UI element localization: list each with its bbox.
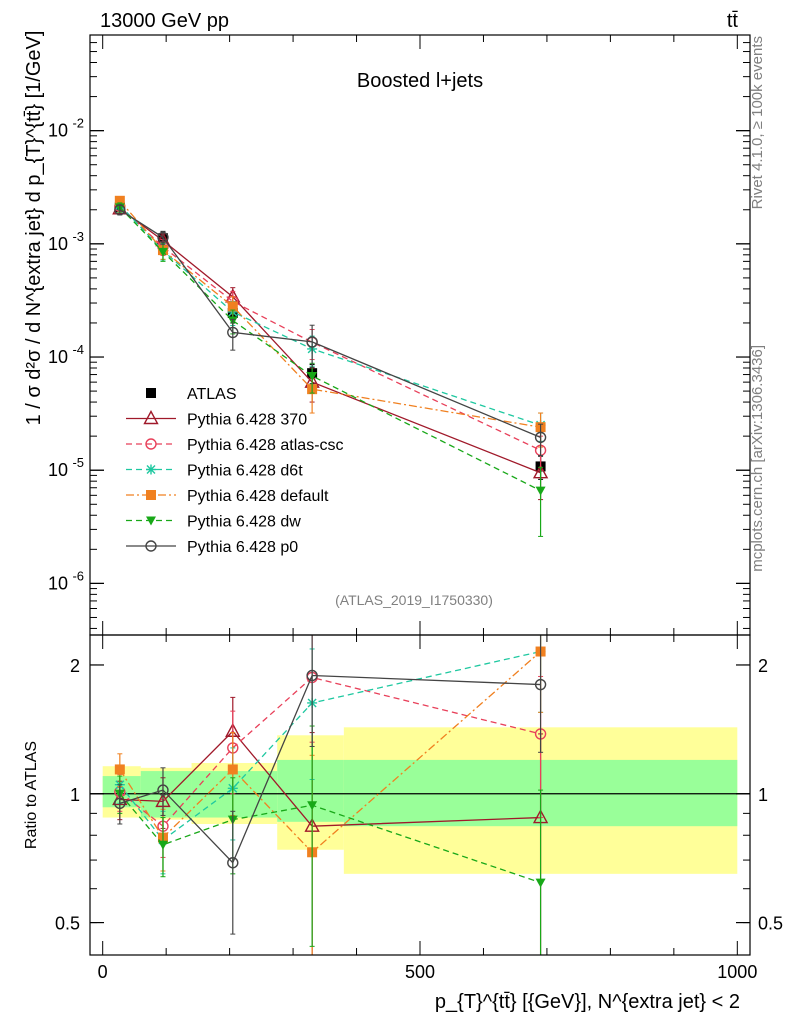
data-point [534, 678, 547, 691]
x-axis-label: p_{T}^{tt̄} [{GeV}], N^{extra jet} < 2 [435, 991, 740, 1013]
data-point [114, 764, 125, 775]
series-pythia-6-428-default [114, 195, 546, 448]
y-tick-label-right: 1 [758, 785, 768, 805]
data-point [307, 801, 318, 811]
legend-marker [146, 516, 156, 526]
series-line [119, 206, 541, 492]
y-tick-label: 10 [48, 121, 68, 141]
legend-label: Pythia 6.428 p0 [187, 539, 298, 556]
main-panel: 10 -6 10 -5 10 -4 10 -3 10 -2 Boosted l+jets (ATL… [23, 31, 751, 636]
energy-label: 13000 GeV pp [100, 10, 229, 32]
rivet-label: Rivet 4.1.0, ≥ 100k events [749, 36, 766, 209]
series-line [119, 650, 541, 841]
data-point [227, 326, 239, 339]
y-tick-label-right: 2 [758, 656, 768, 676]
ratio-bands [102, 727, 738, 874]
x-tick-label: 1000 [717, 962, 757, 982]
series-pythia-6-428-370 [112, 200, 549, 501]
ratio-x-ticks: 0 500 1000 [98, 635, 757, 982]
series-line [119, 205, 541, 451]
legend-label: Pythia 6.428 default [187, 488, 329, 505]
series-pythia-6-428-dw [114, 202, 546, 537]
legend-entry: ATLAS [146, 386, 237, 403]
series-line [119, 676, 541, 828]
y-tick-label: 1 [70, 785, 80, 805]
y-tick-exponent: -5 [72, 455, 84, 470]
ratio-data-layer [112, 634, 549, 956]
data-point [306, 336, 318, 348]
data-point [306, 669, 318, 682]
data-point [157, 231, 169, 244]
data-point [227, 764, 238, 775]
process-label: tt̄ [727, 10, 739, 32]
y-tick-exponent: -4 [72, 342, 84, 357]
mcplots-label: mcplots.cern.ch [arXiv:1306.3436] [749, 345, 766, 572]
data-point [157, 784, 169, 796]
data-point [535, 878, 546, 888]
legend-marker [143, 410, 159, 425]
uncertainty-band-inner [277, 759, 344, 822]
y-tick-exponent: -2 [72, 116, 84, 131]
legend-entry: Pythia 6.428 370 [126, 410, 307, 429]
legend-label: ATLAS [187, 386, 237, 403]
y-tick-label: 0.5 [55, 914, 80, 934]
legend-label: Pythia 6.428 dw [187, 514, 301, 531]
legend-marker [145, 540, 157, 552]
main-data-layer [112, 195, 549, 537]
main-y-ticks: 10 -6 10 -5 10 -4 10 -3 10 -2 [48, 34, 750, 629]
legend: ATLAS Pythia 6.428 370 Pythia 6.428 atlas-… [126, 386, 344, 556]
y-tick-exponent: -3 [72, 229, 84, 244]
x-tick-label: 500 [405, 962, 435, 982]
data-point [114, 195, 125, 206]
y-tick-label: 10 [48, 234, 68, 254]
main-y-axis-label: 1 / σ d²σ / d N^{extra jet} d p_{T}^{tt̄… [23, 31, 45, 426]
analysis-watermark: (ATLAS_2019_I1750330) [335, 592, 493, 608]
legend-entry: Pythia 6.428 p0 [126, 539, 298, 556]
data-point [307, 371, 318, 381]
legend-entry: Pythia 6.428 d6t [126, 463, 303, 480]
series-pythia-6-428-atlas-csc [114, 200, 547, 471]
ratio-y-ticks: 0.5 0.5 1 1 2 2 [55, 656, 783, 934]
x-tick-label: 0 [98, 962, 108, 982]
legend-entry: Pythia 6.428 atlas-csc [126, 437, 344, 454]
legend-label: Pythia 6.428 370 [187, 412, 307, 429]
data-point [227, 857, 239, 869]
legend-label: Pythia 6.428 atlas-csc [187, 437, 344, 454]
legend-marker [145, 438, 157, 450]
y-tick-label-right: 0.5 [758, 914, 783, 934]
ratio-panel: 0.5 0.5 1 1 2 2 0 500 1000 Ratio to ATLAS p_{T}… [23, 634, 783, 1013]
data-point [534, 431, 547, 444]
y-tick-label: 10 [48, 347, 68, 367]
legend-entry: Pythia 6.428 dw [126, 514, 301, 531]
series-pythia-6-428-p0 [114, 204, 547, 456]
series-line [119, 674, 541, 864]
y-tick-label: 10 [48, 460, 68, 480]
series-line [119, 209, 541, 438]
series-pythia-6-428-p0 [114, 634, 547, 935]
series-line [119, 208, 541, 474]
series-pythia-6-428-d6t [114, 200, 546, 442]
data-point [535, 486, 546, 496]
legend-marker [146, 388, 156, 398]
y-tick-label: 10 [48, 573, 68, 593]
y-tick-exponent: -6 [72, 568, 84, 583]
y-tick-label: 2 [70, 656, 80, 676]
ratio-frame [89, 634, 751, 956]
chart-title: Boosted l+jets [357, 70, 483, 92]
data-point [157, 840, 168, 850]
data-point [157, 247, 168, 257]
main-x-ticks [102, 35, 738, 635]
legend-entry: Pythia 6.428 default [126, 488, 329, 505]
data-point [227, 301, 238, 312]
data-point [114, 797, 126, 810]
legend-marker [146, 490, 156, 500]
ratio-y-axis-label: Ratio to ATLAS [23, 741, 40, 849]
data-point [114, 204, 126, 216]
legend-marker [146, 464, 156, 475]
legend-label: Pythia 6.428 d6t [187, 463, 303, 480]
series-line [119, 200, 541, 428]
